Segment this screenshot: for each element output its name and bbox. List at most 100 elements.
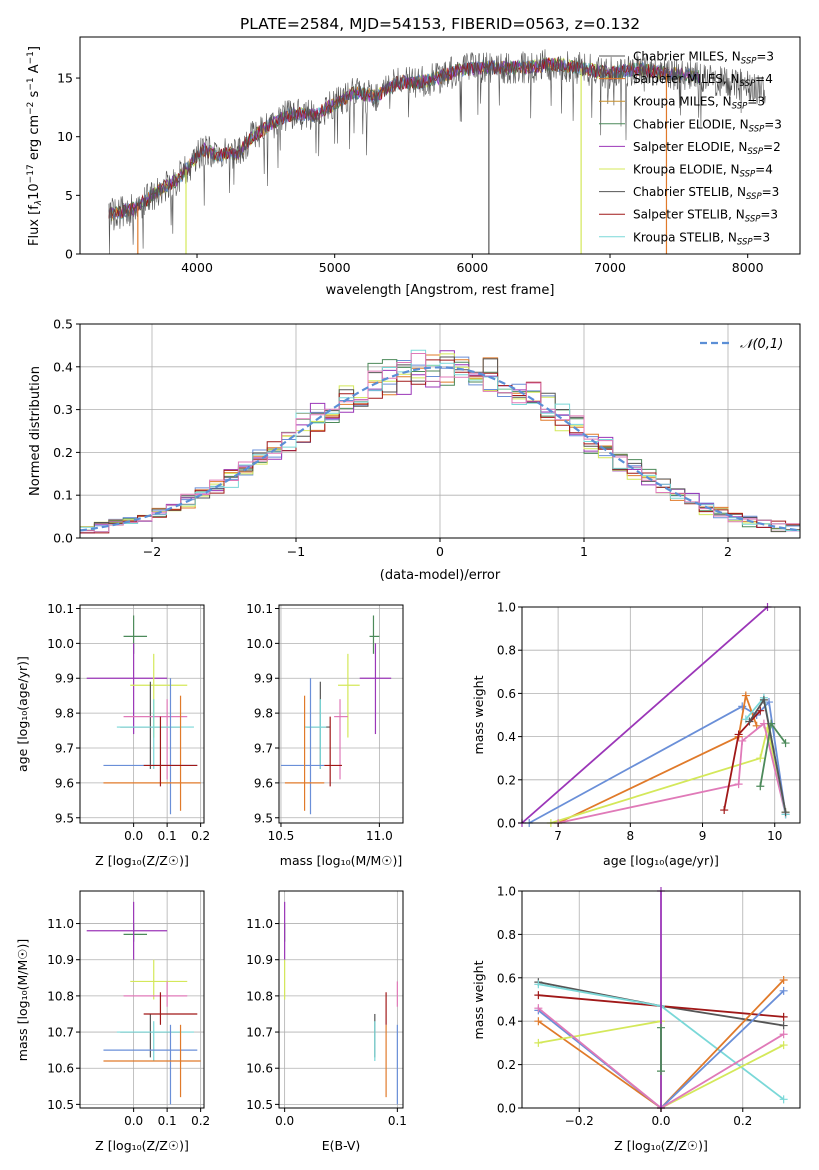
x-tick-label: 9 [699,829,707,843]
legend-sub: SSP [732,102,748,112]
y-tick-label: 10.9 [47,953,74,967]
histogram-series [80,349,800,532]
legend-tail: =3 [764,117,782,131]
legend-label: Salpeter STELIB, NSSP=3 [633,208,778,225]
panel-content [284,901,398,1105]
legend-name: Salpeter MILES, N [633,72,740,86]
x-tick-label: 0.2 [191,1114,210,1128]
panel-content [280,615,392,815]
y-tick-label: 10.8 [246,989,273,1003]
age-vs-mass-panel: 10.5 11.0 9.5 9.6 9.7 9.8 9.9 10.0 10.1 mass [log… [246,602,404,868]
weight-marker [781,808,790,817]
y-tick-label: 0 [65,247,73,262]
y-tick-label: 0.1 [53,488,73,503]
legend-name: Kroupa MILES, N [633,95,732,109]
weight-line [557,722,787,824]
panel-frame [79,890,205,1109]
weight-line [521,606,769,824]
x-tick-label: 0.0 [651,1114,670,1128]
spectrum-line [108,49,766,254]
y-tick-label: 10 [57,129,73,144]
weight-marker [534,991,543,1000]
y-tick-label: 9.6 [55,776,74,790]
weight-marker [738,702,747,711]
y-tick-label: 0.6 [497,687,516,701]
y-tick-label: 1.0 [497,885,516,899]
legend-tail: =3 [762,185,780,199]
legend-tail: =3 [756,50,774,64]
panel-content [534,887,788,1112]
residual-ylabel: Normed distribution [28,366,43,496]
y-tick-label: 0.0 [53,531,73,546]
y-tick-label: 5 [65,188,73,203]
legend-name: Salpeter ELODIE, N [633,140,747,154]
panel-content [518,603,790,827]
legend-tail: =2 [763,140,781,154]
legend-label: Chabrier ELODIE, NSSP=3 [633,117,782,134]
weight-marker [756,782,765,791]
x-tick-label: 1 [580,544,588,559]
spectrum-xlabel: wavelength [Angstrom, rest frame] [326,283,555,298]
weight-marker [741,691,750,700]
axis-label: E(B-V) [322,1138,361,1153]
y-tick-label: 10.9 [246,953,273,967]
legend-label: Chabrier MILES, NSSP=3 [633,50,774,67]
weight-marker [779,1021,788,1030]
weight-marker [759,695,768,704]
x-tick-label: 7000 [594,260,626,275]
x-tick-label: 8000 [732,260,764,275]
y-tick-label: 11.0 [47,917,74,931]
x-tick-label: 0.1 [158,829,177,843]
y-tick-label: 10.7 [47,1026,74,1040]
panel-frame [79,604,205,824]
y-tick-label: 0.0 [497,1102,516,1116]
legend-sub: SSP [741,57,757,67]
y-tick-label: 15 [57,71,73,86]
y-tick-label: 9.6 [254,776,273,790]
x-tick-label: 8 [626,829,634,843]
x-tick-label: −1 [287,544,305,559]
spectrum-curves [108,49,766,254]
y-tick-label: 0.5 [53,317,73,332]
x-tick-label: 4000 [181,260,213,275]
spectrum-ylabel: Flux [fλ10−17 erg cm−2 s−1 A−1] [26,46,44,246]
x-tick-label: 0.0 [124,829,143,843]
legend-sub: SSP [737,237,753,247]
legend-tail: =3 [753,230,771,244]
y-tick-label: 0.4 [497,730,516,744]
legend-label: Kroupa ELODIE, NSSP=4 [633,163,773,180]
legend-name: Salpeter STELIB, N [633,208,745,222]
spectrum-ticks: 4000 5000 6000 7000 8000 0 5 10 15 [57,71,764,275]
y-tick-label: 1.0 [497,601,516,615]
axis-label: mass [log₁₀(M/M☉)] [280,853,402,868]
weight-marker [781,739,790,748]
residual-ticks: −2 −1 0 1 2 0.0 0.1 0.2 0.3 0.4 0.5 [53,317,732,560]
weight-vs-age-panel: 7 8 9 10 0.0 0.2 0.4 0.6 0.8 1.0 age [log₁₀(age/yr… [471,601,801,868]
weight-marker [779,1041,788,1050]
weight-marker [738,736,747,745]
y-tick-label: 9.7 [254,742,273,756]
y-tick-label: 10.7 [246,1026,273,1040]
axis-label: age [log₁₀(age/yr)] [15,656,30,772]
residual-xlabel: (data-model)/error [380,568,501,583]
legend-sub: SSP [747,147,763,157]
y-tick-label: 10.1 [47,602,74,616]
mass-vs-z-panel: 0.0 0.1 0.2 10.5 10.6 10.7 10.8 10.9 11.0 Z [log₁… [15,890,210,1153]
mass-vs-ebv-panel: 0.0 0.1 10.5 10.6 10.7 10.8 10.9 11.0 E(B-V) [246,890,407,1153]
y-tick-label: 0.6 [497,971,516,985]
legend-sub: SSP [746,192,762,202]
x-tick-label: 7 [554,829,562,843]
y-tick-label: 10.0 [246,637,273,651]
y-tick-label: 9.5 [254,811,273,825]
panel-frame [521,606,801,824]
age-vs-z-panel: 0.0 0.1 0.2 9.5 9.6 9.7 9.8 9.9 10.0 10.1 Z [log₁₀… [15,602,210,868]
legend-tail: =3 [760,208,778,222]
legend-label: Chabrier STELIB, NSSP=3 [633,185,779,202]
y-tick-label: 10.5 [47,1098,74,1112]
y-tick-label: 10.8 [47,989,74,1003]
y-tick-label: 10.1 [246,602,273,616]
weight-marker [734,730,743,739]
legend-tail: =4 [755,163,773,177]
panel-frame [278,604,404,824]
